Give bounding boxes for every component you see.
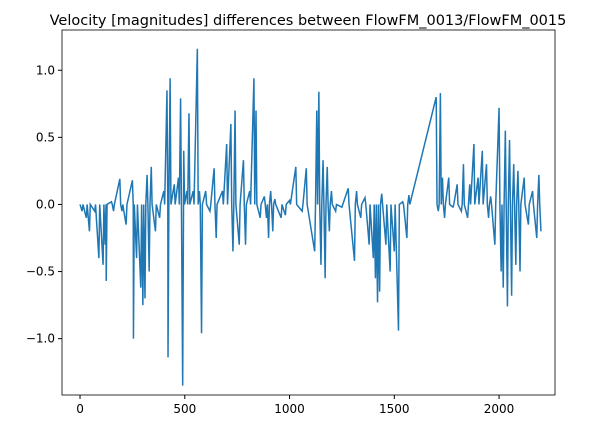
x-tick-label: 0	[76, 402, 84, 416]
y-tick-label: −0.5	[26, 265, 55, 279]
y-tick-label: 1.0	[36, 63, 55, 77]
chart-title: Velocity [magnitudes] differences betwee…	[50, 13, 567, 29]
y-tick-label: 0.0	[36, 197, 55, 211]
x-tick-label: 1000	[274, 402, 305, 416]
y-tick-label: −1.0	[26, 332, 55, 346]
y-tick-label: 0.5	[36, 130, 55, 144]
axes-frame	[61, 29, 556, 396]
x-tick-label: 1500	[379, 402, 410, 416]
x-tick-label: 500	[173, 402, 196, 416]
x-tick-label: 2000	[484, 402, 515, 416]
series-line	[79, 48, 542, 386]
